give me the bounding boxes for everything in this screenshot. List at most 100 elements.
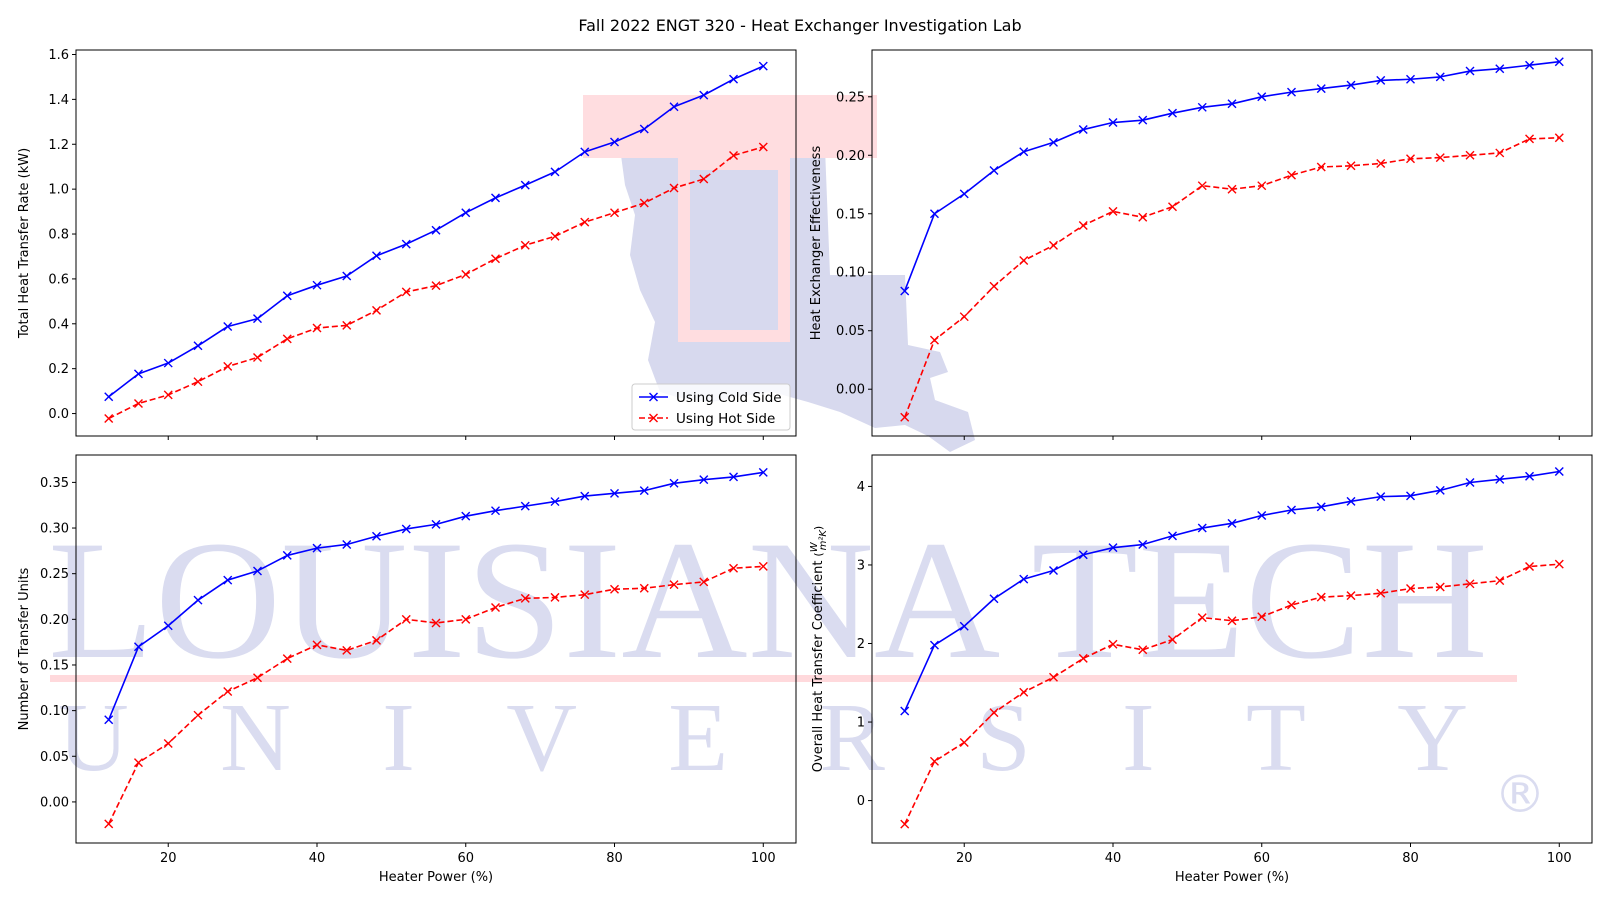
data-point-cold-side — [900, 706, 910, 716]
data-point-cold-side — [193, 341, 203, 351]
data-point-cold-side — [520, 501, 530, 511]
data-point-hot-side — [223, 686, 233, 696]
marker-x-stroke — [491, 193, 500, 203]
x-axis-label: Heater Power (%) — [379, 870, 493, 885]
y-tick-label: 1.0 — [48, 183, 69, 198]
data-point-hot-side — [520, 240, 530, 250]
data-point-hot-side — [1525, 562, 1535, 572]
marker-x-stroke — [252, 352, 262, 362]
data-point-hot-side — [900, 412, 910, 422]
data-point-cold-side — [401, 524, 411, 534]
data-point-cold-side — [491, 193, 500, 203]
y-axis-label-paren: ) — [812, 526, 825, 530]
data-point-cold-side — [461, 208, 471, 218]
marker-x-stroke — [104, 819, 114, 829]
marker-x-stroke — [1048, 565, 1058, 575]
marker-x-stroke — [900, 706, 910, 716]
series-layer — [104, 467, 768, 829]
marker-x-stroke — [372, 531, 381, 541]
marker-x-stroke — [1257, 510, 1267, 520]
axes-frame — [871, 454, 1593, 844]
marker-x-stroke — [550, 167, 560, 177]
data-point-cold-side — [133, 642, 143, 652]
marker-x-stroke — [282, 654, 292, 664]
y-tick-label: 1.2 — [48, 138, 69, 153]
data-point-hot-side — [1197, 613, 1207, 623]
y-tick-label: 3 — [857, 558, 865, 573]
axes-frame — [75, 454, 797, 844]
data-point-hot-side — [342, 320, 352, 330]
marker-x-stroke — [1078, 550, 1088, 560]
marker-x-stroke — [223, 321, 233, 331]
data-point-cold-side — [1495, 64, 1505, 74]
y-tick-label: 1 — [857, 716, 865, 731]
marker-x-stroke — [1227, 99, 1237, 109]
marker-x-stroke — [1495, 474, 1505, 484]
data-point-hot-side — [1406, 154, 1416, 164]
marker-x-stroke — [372, 251, 381, 261]
marker-x-stroke — [729, 150, 739, 160]
y-tick-label: 1.4 — [48, 93, 69, 108]
data-point-cold-side — [1138, 115, 1148, 125]
marker-x-stroke — [401, 239, 411, 249]
marker-x-stroke — [104, 715, 114, 725]
marker-x-stroke — [312, 640, 322, 650]
marker-x-stroke — [1435, 153, 1445, 163]
data-point-cold-side — [491, 506, 500, 516]
data-point-hot-side — [193, 377, 203, 387]
data-point-hot-side — [1048, 240, 1058, 250]
data-point-cold-side — [1465, 477, 1475, 487]
data-point-cold-side — [580, 147, 590, 157]
marker-x-stroke — [1227, 184, 1237, 194]
marker-x-stroke — [758, 61, 768, 71]
marker-x-stroke — [1525, 562, 1535, 572]
marker-x-stroke — [550, 231, 560, 241]
marker-x-stroke — [1019, 256, 1029, 266]
marker-x-stroke — [342, 271, 352, 281]
marker-x-stroke — [461, 614, 471, 624]
data-point-cold-side — [1346, 496, 1356, 506]
marker-x-stroke — [342, 539, 352, 549]
marker-x-stroke — [431, 618, 441, 628]
data-point-cold-side — [1257, 92, 1267, 102]
data-point-hot-side — [989, 708, 999, 718]
marker-x-stroke — [520, 240, 530, 250]
data-point-cold-side — [1168, 531, 1177, 541]
data-point-cold-side — [1525, 471, 1535, 481]
marker-x-stroke — [959, 189, 969, 199]
marker-x-stroke — [1346, 591, 1356, 601]
y-axis-label: Total Heat Transfer Rate (kW) — [17, 148, 32, 339]
marker-x-stroke — [989, 165, 999, 175]
marker-x-stroke — [1465, 579, 1475, 589]
marker-x-stroke — [550, 592, 560, 602]
marker-x-stroke — [1316, 502, 1326, 512]
marker-x-stroke — [580, 590, 590, 600]
data-point-cold-side — [1019, 147, 1029, 157]
data-point-cold-side — [929, 209, 939, 219]
data-point-hot-side — [431, 281, 441, 291]
data-point-cold-side — [1138, 540, 1148, 550]
y-tick-label: 4 — [857, 480, 865, 495]
marker-x-stroke — [1465, 66, 1475, 76]
marker-x-stroke — [223, 361, 233, 371]
marker-x-stroke — [1197, 613, 1207, 623]
data-point-cold-side — [1108, 118, 1118, 128]
marker-x-stroke — [491, 254, 500, 264]
x-tick-label: 40 — [309, 851, 326, 866]
chart-ntu: 0.00 0.05 0.10 0.15 0.20 0.25 0.30 0.35 20 40 60 80… — [17, 454, 797, 885]
marker-x-stroke — [1048, 240, 1058, 250]
data-point-hot-side — [1525, 134, 1535, 144]
data-point-hot-side — [639, 583, 649, 593]
data-point-hot-side — [1227, 184, 1237, 194]
marker-x-stroke — [223, 575, 233, 585]
y-tick-label: 0.4 — [48, 317, 69, 332]
data-point-hot-side — [729, 563, 739, 573]
x-tick-label: 20 — [160, 851, 177, 866]
marker-x-stroke — [1495, 148, 1505, 158]
marker-x-stroke — [580, 491, 590, 501]
x-tick-label: 60 — [457, 851, 474, 866]
data-point-cold-side — [929, 640, 939, 650]
y-tick-label: 0.10 — [836, 266, 865, 281]
data-point-hot-side — [104, 414, 114, 423]
data-point-cold-side — [1227, 518, 1237, 528]
